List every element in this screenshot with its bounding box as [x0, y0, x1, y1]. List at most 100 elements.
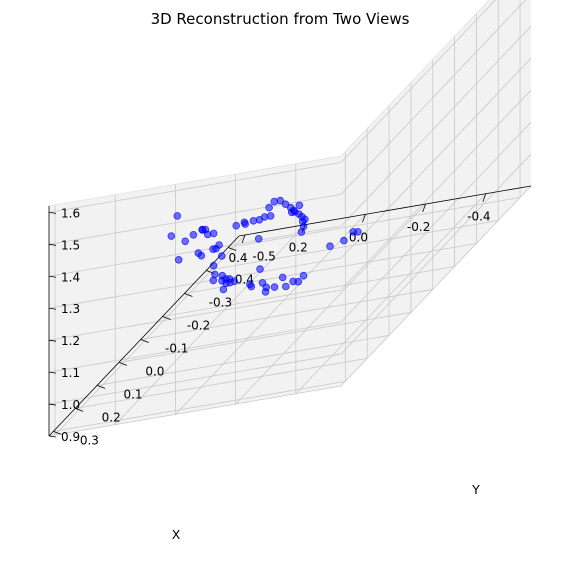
z-gridline-back: [48, 353, 342, 405]
y-axis-label: Y: [471, 482, 480, 497]
data-point: [281, 282, 290, 291]
x-tick-mark: [362, 214, 366, 223]
data-points: [167, 196, 362, 296]
data-point: [240, 218, 249, 227]
data-point: [270, 283, 279, 291]
data-point: [249, 217, 258, 225]
data-point: [286, 203, 295, 212]
z-tick-label: 1.0: [61, 398, 80, 412]
pane-edge: [48, 155, 342, 207]
data-point: [218, 276, 226, 285]
z-tick-mark: [48, 435, 57, 438]
y-tick-label: 0.0: [145, 364, 164, 378]
data-point: [189, 231, 198, 239]
x-tick-label: -0.4: [467, 210, 490, 224]
z-gridline-left: [340, 89, 532, 291]
axis-ticks: -0.4-0.20.00.20.4 -0.5-0.4-0.3-0.2-0.10.0…: [48, 193, 491, 447]
x-tick-label: 0.2: [289, 241, 308, 255]
y-tick-mark: [53, 431, 62, 435]
z-gridline-back: [48, 321, 342, 373]
y-tick-label: 0.1: [123, 387, 142, 401]
data-point: [278, 273, 287, 282]
x-tick-mark: [482, 193, 487, 202]
y-axis-line: [48, 235, 240, 437]
z-gridline-left: [340, 121, 532, 323]
y-tick-mark: [140, 339, 149, 343]
data-point: [295, 201, 304, 210]
y-gridline-floor: [53, 381, 346, 432]
data-point: [299, 271, 308, 280]
y-gridline-floor: [96, 335, 390, 386]
y-tick-label: -0.2: [187, 318, 210, 332]
y-tick-mark: [75, 408, 84, 412]
z-tick-mark: [48, 211, 57, 214]
z-tick-mark: [48, 403, 57, 406]
data-point: [167, 232, 176, 240]
y-tick-mark: [184, 293, 193, 297]
x-tick-label: 0.4: [228, 251, 247, 265]
data-point: [232, 221, 241, 230]
z-gridline-left: [340, 185, 532, 387]
y-gridline-floor: [75, 358, 368, 409]
data-point: [230, 277, 239, 286]
y-gridline-floor: [184, 243, 477, 294]
y-tick-label: -0.1: [165, 341, 188, 355]
y-gridline-floor: [140, 289, 433, 340]
z-gridline-back: [48, 161, 342, 213]
grid-lines: [48, 0, 532, 437]
x-axis-label: X: [172, 527, 181, 542]
y-tick-mark: [118, 362, 128, 366]
data-point: [218, 252, 226, 260]
data-point: [209, 261, 218, 270]
y-tick-mark: [227, 247, 237, 251]
x-tick-label: -0.2: [407, 220, 430, 234]
data-point: [340, 236, 348, 245]
data-point: [209, 276, 218, 285]
z-tick-label: 1.5: [61, 238, 80, 252]
data-point: [270, 197, 279, 206]
x-gridline-floor: [235, 203, 426, 405]
z-tick-label: 1.6: [61, 206, 80, 220]
data-point: [219, 285, 228, 294]
x-gridline-floor: [114, 224, 306, 425]
pane-edge: [340, 0, 490, 157]
z-gridline-back: [48, 193, 342, 245]
y-tick-label: -0.5: [252, 249, 275, 263]
z-tick-mark: [48, 307, 57, 310]
z-gridline-left: [340, 0, 527, 195]
z-tick-label: 1.1: [61, 366, 80, 380]
x-axis-line: [238, 185, 532, 237]
data-point: [247, 282, 256, 291]
data-point: [174, 255, 183, 264]
x-gridline-floor: [175, 214, 366, 415]
y-tick-label: 0.3: [80, 433, 99, 447]
x-tick-mark: [422, 203, 427, 213]
z-tick-label: 0.9: [61, 430, 80, 444]
data-point: [254, 235, 263, 243]
z-gridline-back: [48, 257, 342, 309]
y-gridline-floor: [118, 312, 411, 363]
y-gridline-floor: [228, 197, 521, 248]
data-point: [181, 237, 190, 246]
left-wall-pane: [341, 0, 531, 386]
x-tick-mark: [241, 234, 246, 244]
z-tick-label: 1.3: [61, 302, 80, 316]
z-tick-mark: [48, 371, 57, 374]
z-tick-label: 1.4: [61, 270, 80, 284]
back-wall-pane: [49, 156, 341, 436]
z-gridline-left: [340, 57, 532, 259]
y-tick-mark: [96, 385, 106, 389]
data-point: [209, 245, 217, 254]
chart-title: 3D Reconstruction from Two Views: [151, 10, 410, 28]
data-point: [261, 288, 270, 296]
z-tick-label: 1.2: [61, 334, 80, 348]
data-point: [265, 203, 273, 212]
data-point: [281, 200, 290, 209]
z-tick-mark: [48, 275, 57, 278]
data-point: [198, 226, 207, 234]
z-gridline-back: [48, 289, 342, 341]
data-point: [294, 277, 303, 286]
z-gridline-back: [48, 385, 342, 437]
data-point: [256, 265, 264, 273]
